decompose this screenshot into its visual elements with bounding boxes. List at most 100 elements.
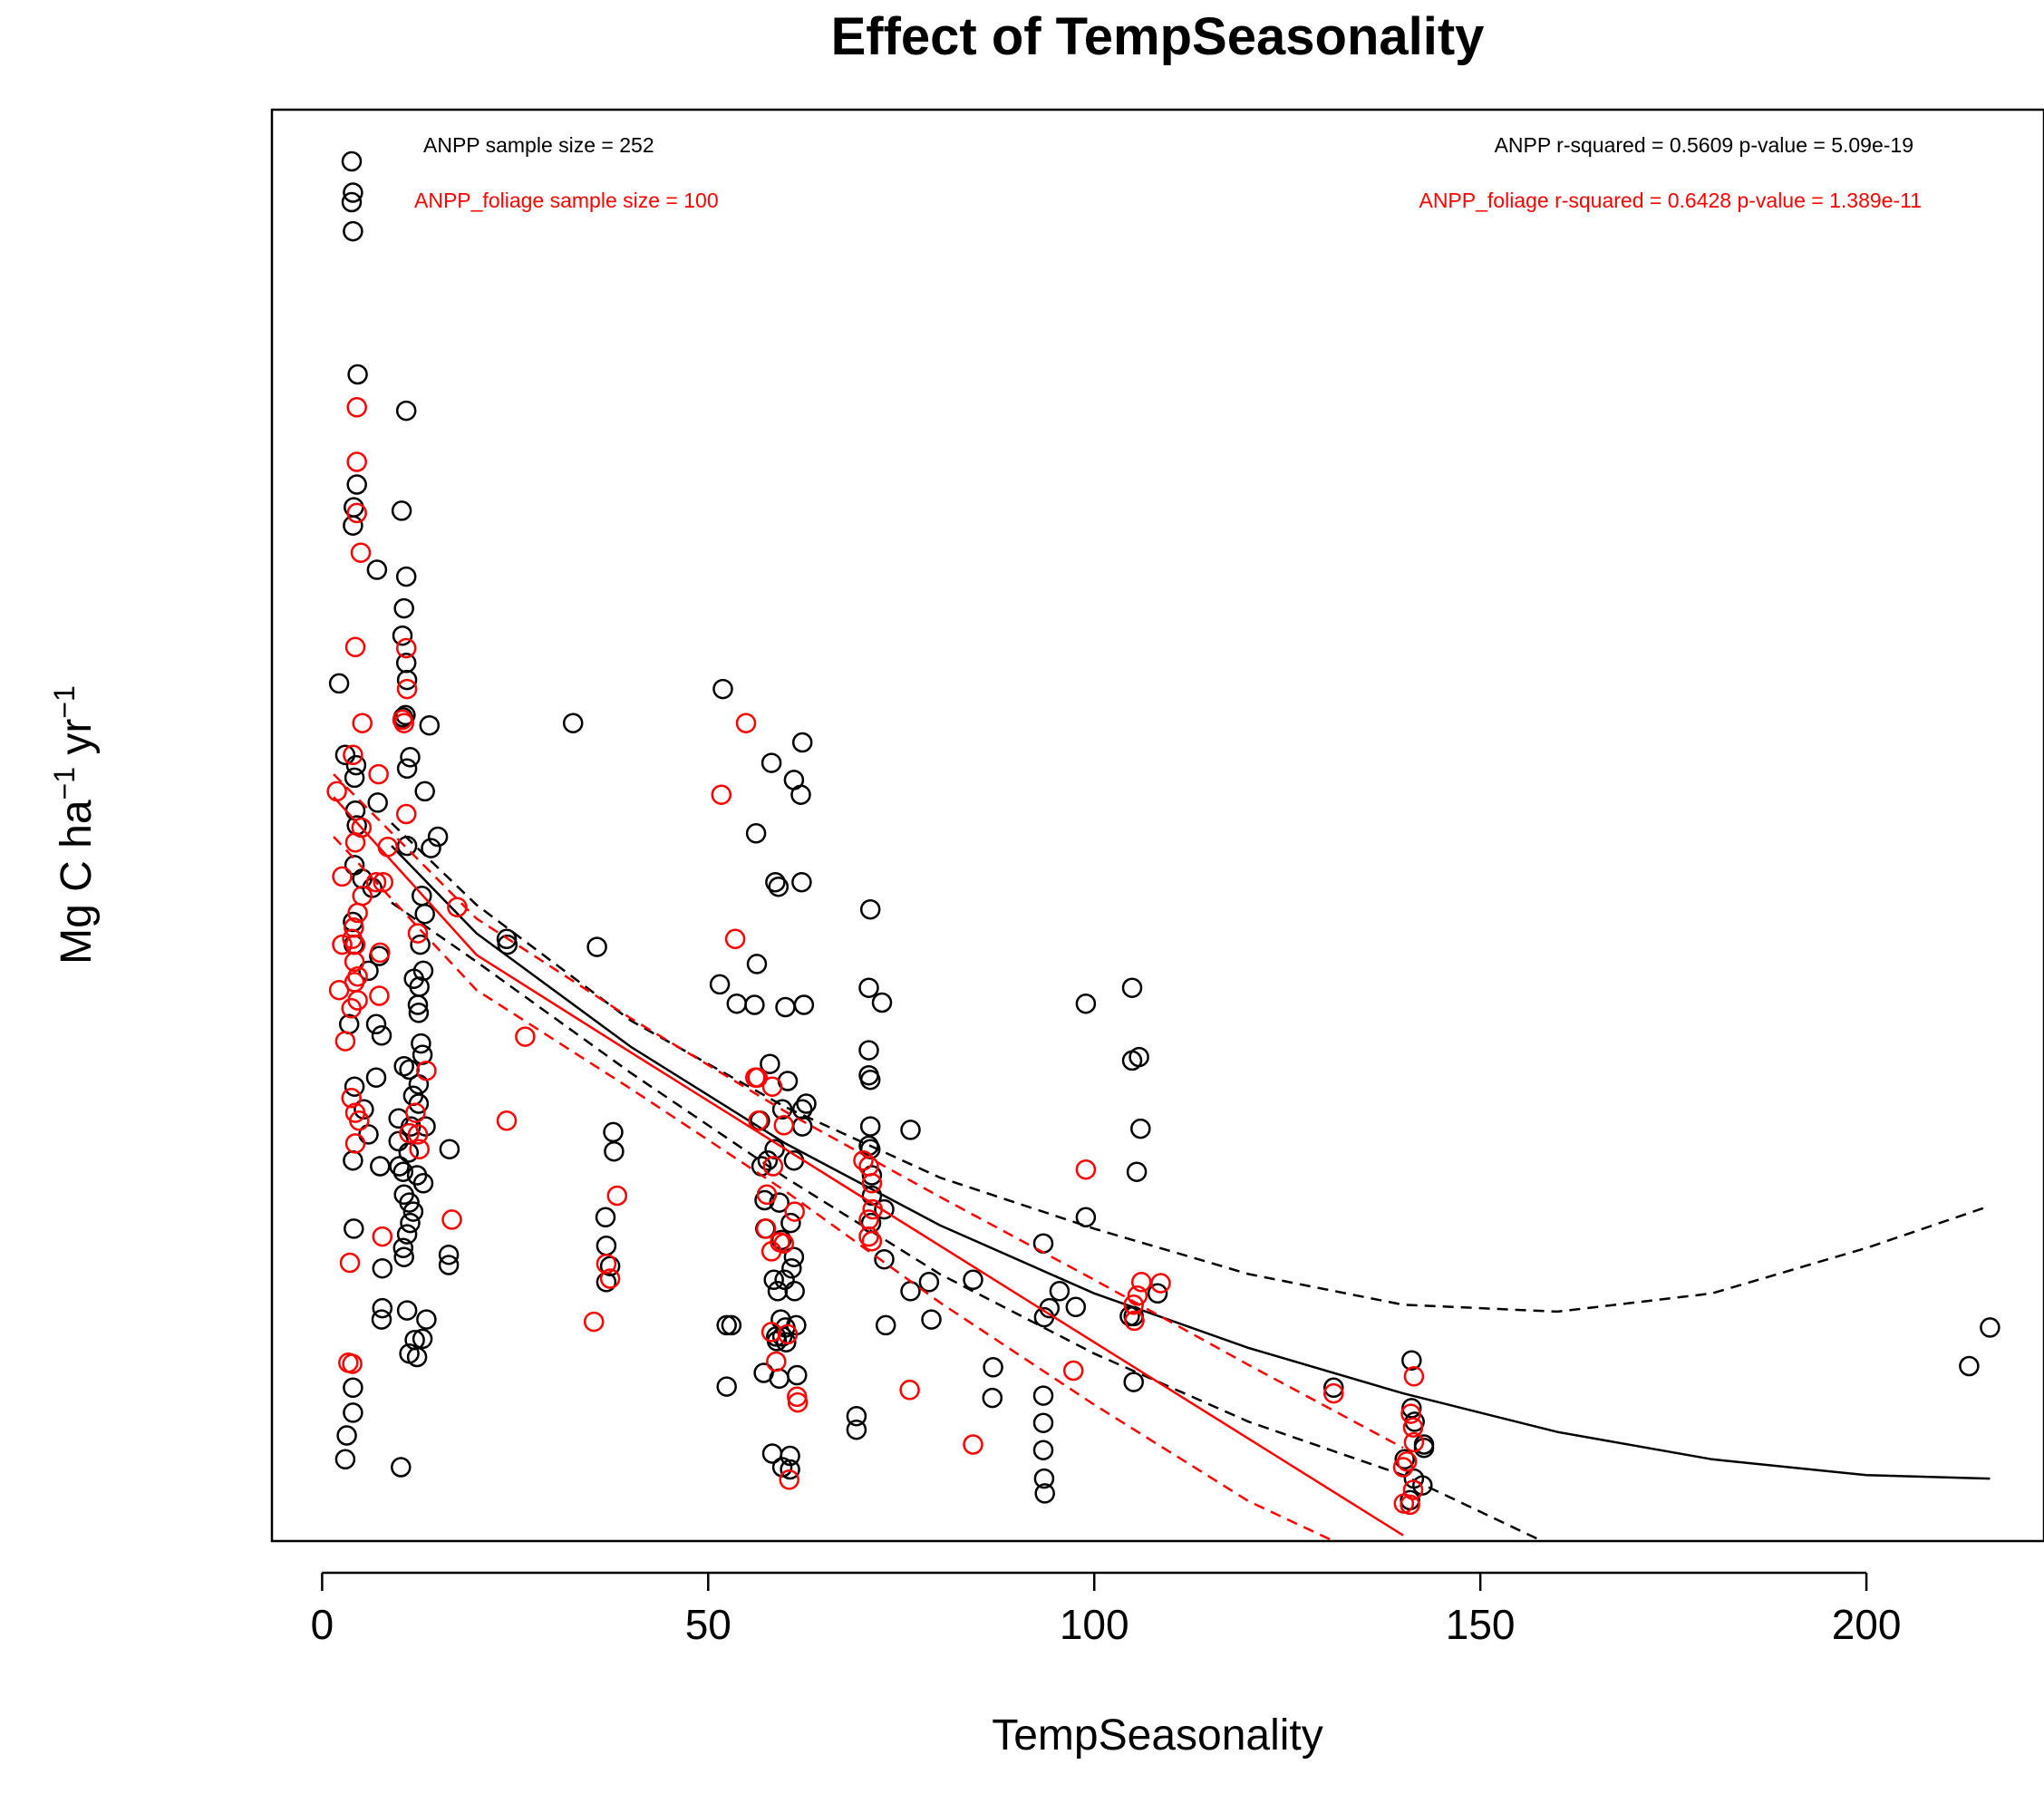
anpp-point xyxy=(982,1387,1003,1409)
anpp-point xyxy=(416,1309,437,1330)
anpp-point xyxy=(400,747,421,768)
anpp-point xyxy=(393,1055,414,1077)
anpp-point xyxy=(721,1314,742,1336)
anpp-point xyxy=(346,474,367,495)
anpp-ci-lower xyxy=(391,901,1543,1541)
anpp-point xyxy=(846,1405,867,1427)
anpp-point xyxy=(846,1419,867,1440)
x-tick-label: 0 xyxy=(311,1601,334,1648)
anpp-point xyxy=(365,1067,387,1088)
anpp-point xyxy=(780,1459,800,1480)
anpp-point xyxy=(562,713,584,733)
anpp-point xyxy=(744,994,765,1015)
anpp-foliage-point xyxy=(853,1149,874,1171)
anpp-point xyxy=(767,1281,789,1302)
anpp-point xyxy=(1075,993,1097,1014)
anpp-point xyxy=(366,559,388,580)
anpp-foliage-point xyxy=(1402,1417,1424,1438)
anpp-foliage-point xyxy=(777,1323,799,1345)
anpp-point xyxy=(861,1165,883,1186)
anpp-point xyxy=(784,1281,805,1302)
anpp-foliage-point xyxy=(761,1076,783,1097)
anpp-point xyxy=(921,1309,942,1330)
anpp-foliage-point xyxy=(711,784,732,805)
anpp-point xyxy=(365,1013,387,1035)
anpp-point xyxy=(963,1269,983,1291)
anpp-foliage-point xyxy=(368,763,389,785)
anpp-point xyxy=(787,1364,808,1386)
anpp-point xyxy=(875,1314,896,1336)
anpp-point xyxy=(595,1207,616,1228)
anpp-point xyxy=(336,1425,357,1446)
y-axis-label-mid: yr xyxy=(53,719,101,767)
anpp-point xyxy=(497,934,518,955)
anpp-point xyxy=(1065,1296,1087,1318)
anpp-foliage-point xyxy=(370,942,391,964)
y-axis-label-main: Mg C ha xyxy=(53,800,101,965)
anpp-point xyxy=(983,1357,1003,1378)
series-anpp xyxy=(328,182,2000,1541)
anpp-foliage-ci-upper xyxy=(333,773,1404,1449)
anpp-foliage-point xyxy=(1400,1494,1420,1516)
anpp-point xyxy=(790,784,811,805)
anpp-point xyxy=(343,220,363,242)
anpp-point xyxy=(859,1069,881,1091)
anpp-foliage-point xyxy=(787,1391,809,1413)
anpp-foliage-point xyxy=(760,1322,782,1343)
legend: ANPP sample size = 252 ANPP_foliage samp… xyxy=(341,133,1922,213)
anpp-point xyxy=(763,1269,784,1291)
anpp-foliage-point xyxy=(441,1209,462,1230)
anpp-foliage-point xyxy=(899,1380,920,1401)
anpp-foliage-point xyxy=(328,979,350,1001)
anpp-foliage-point xyxy=(760,1241,782,1262)
anpp-point xyxy=(358,960,379,982)
anpp-point xyxy=(345,754,367,776)
anpp-foliage-point xyxy=(344,832,366,853)
anpp-foliage-point xyxy=(861,1230,883,1252)
anpp-foliage-point xyxy=(779,1469,799,1490)
anpp-point xyxy=(399,1192,420,1213)
anpp-point xyxy=(757,1149,779,1171)
anpp-foliage-point xyxy=(350,542,372,563)
anpp-point xyxy=(765,871,786,893)
series-anpp-foliage xyxy=(326,397,1425,1541)
anpp-point xyxy=(859,1116,881,1137)
anpp-point xyxy=(586,936,607,957)
anpp-sample-size: ANPP sample size = 252 xyxy=(423,133,654,157)
anpp-foliage-point xyxy=(766,1351,787,1372)
anpp-foliage-point xyxy=(395,637,417,659)
anpp-point xyxy=(1394,1449,1415,1470)
anpp-point xyxy=(396,1300,418,1321)
anpp-foliage-point xyxy=(334,1031,356,1052)
anpp-point xyxy=(900,1120,921,1140)
anpp-foliage-point xyxy=(405,1102,426,1123)
anpp-foliage-point xyxy=(858,1226,879,1247)
anpp-point xyxy=(716,1314,737,1336)
anpp-foliage-point xyxy=(1130,1272,1152,1293)
x-tick-label: 150 xyxy=(1446,1601,1516,1648)
anpp-point xyxy=(389,1156,410,1177)
anpp-point xyxy=(371,1309,392,1330)
anpp-point xyxy=(419,714,441,736)
anpp-foliage-point xyxy=(352,713,373,733)
anpp-foliage-point xyxy=(332,866,353,887)
anpp-foliage-point xyxy=(346,397,367,418)
anpp-point xyxy=(396,758,418,780)
anpp-point xyxy=(370,1156,391,1177)
anpp-point xyxy=(344,1076,365,1097)
x-tick-label: 200 xyxy=(1832,1601,1902,1648)
anpp-foliage-point xyxy=(341,1088,362,1109)
anpp-point xyxy=(858,1040,879,1061)
anpp-foliage-point xyxy=(347,902,368,924)
anpp-point xyxy=(328,673,350,694)
anpp-point xyxy=(1130,1118,1151,1139)
anpp-foliage-point xyxy=(755,1218,777,1239)
anpp-point xyxy=(343,1402,363,1423)
anpp-foliage-point xyxy=(396,678,418,700)
anpp-fit-stats: ANPP r-squared = 0.5609 p-value = 5.09e-… xyxy=(1495,133,1913,157)
anpp-point xyxy=(1049,1281,1070,1302)
anpp-foliage-ci-lower xyxy=(333,836,1334,1541)
anpp-foliage-point xyxy=(515,1026,536,1047)
anpp-point xyxy=(604,1140,625,1162)
